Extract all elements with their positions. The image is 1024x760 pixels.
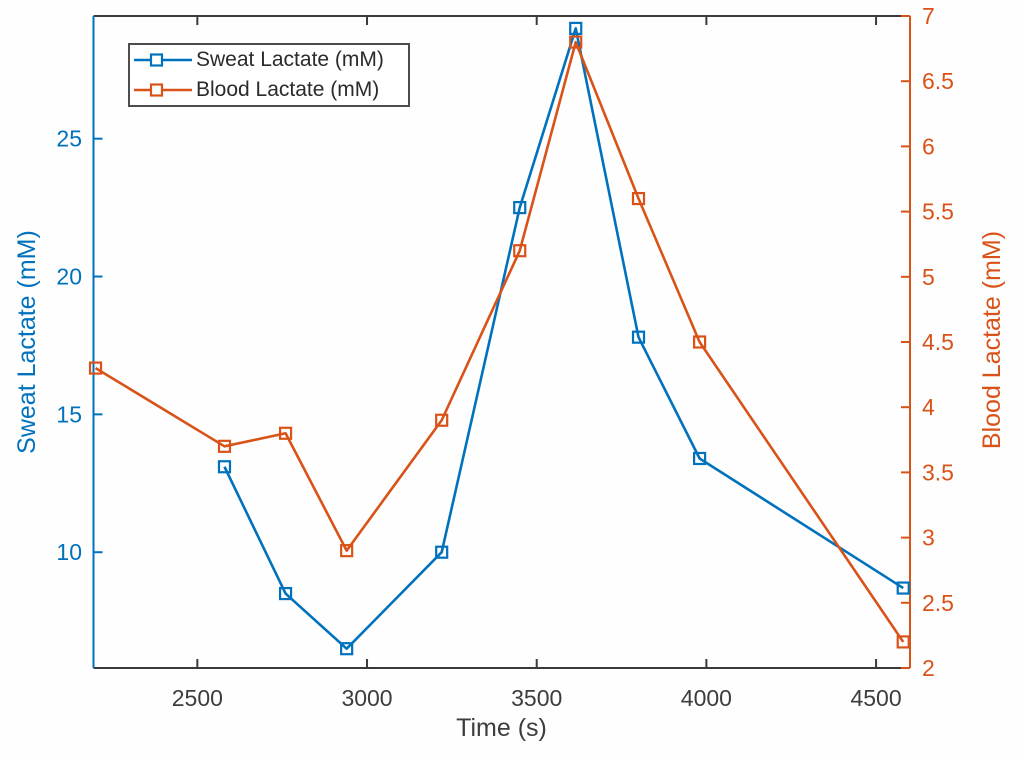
- right-y-tick-label: 2.5: [922, 590, 954, 616]
- data-point-marker-blood: [435, 413, 449, 427]
- right-y-tick-label: 5: [922, 264, 935, 290]
- x-axis-title: Time (s): [456, 714, 547, 742]
- data-point-marker-blood: [896, 635, 910, 649]
- left-y-tick-label: 15: [56, 401, 82, 427]
- data-point-marker-blood: [569, 35, 583, 49]
- series-line-sweat: [223, 27, 904, 651]
- x-tick-label: 3000: [341, 685, 392, 711]
- x-tick-label: 4500: [850, 685, 901, 711]
- square-marker-icon: [149, 53, 164, 67]
- left-y-tick-label: 20: [56, 264, 82, 290]
- right-y-axis-title: Blood Lactate (mM): [978, 230, 1006, 450]
- legend-label-sweat: Sweat Lactate (mM): [196, 48, 384, 71]
- legend-item-blood: Blood Lactate (mM): [130, 75, 408, 105]
- x-tick-label: 3500: [511, 685, 562, 711]
- left-y-tick-label: 25: [56, 126, 82, 152]
- x-tick-label: 4000: [681, 685, 732, 711]
- data-point-marker-blood: [340, 544, 354, 558]
- legend: Sweat Lactate (mM) Blood Lactate (mM): [128, 43, 410, 107]
- right-y-tick-label: 3: [922, 525, 935, 551]
- right-y-tick-label: 2: [922, 655, 935, 681]
- data-point-marker-sweat: [692, 451, 707, 466]
- square-marker-icon: [149, 83, 164, 97]
- data-point-marker-blood: [513, 244, 527, 258]
- data-point-marker-blood: [692, 335, 707, 349]
- data-point-marker-sweat: [278, 586, 293, 601]
- data-point-marker-sweat: [631, 330, 646, 344]
- right-y-tick-label: 6: [922, 133, 935, 159]
- data-point-marker-blood: [631, 191, 646, 206]
- data-point-marker-sweat: [569, 21, 583, 36]
- legend-line-sample-blood: [134, 83, 192, 97]
- right-y-tick-label: 3.5: [922, 459, 954, 485]
- right-y-tick-label: 6.5: [922, 68, 954, 94]
- data-point-marker-blood: [217, 439, 232, 453]
- left-y-tick-label: 10: [56, 539, 82, 565]
- legend-item-sweat: Sweat Lactate (mM): [130, 45, 408, 75]
- legend-label-blood: Blood Lactate (mM): [196, 78, 380, 101]
- series-line-blood: [94, 40, 905, 643]
- right-y-tick-label: 4.5: [922, 329, 954, 355]
- data-point-marker-sweat: [340, 642, 354, 656]
- legend-line-sample-sweat: [134, 53, 192, 67]
- x-tick-label: 2500: [172, 685, 223, 711]
- right-y-tick-label: 4: [922, 394, 935, 420]
- data-point-marker-blood: [88, 361, 103, 375]
- data-point-marker-blood: [278, 426, 293, 440]
- data-point-marker-sweat: [896, 581, 910, 595]
- right-y-tick-label: 5.5: [922, 199, 954, 225]
- data-point-marker-sweat: [217, 460, 232, 474]
- left-y-axis-title: Sweat Lactate (mM): [13, 230, 41, 454]
- right-y-tick-label: 7: [922, 3, 935, 29]
- data-point-marker-sweat: [513, 201, 527, 215]
- data-point-marker-sweat: [435, 545, 449, 559]
